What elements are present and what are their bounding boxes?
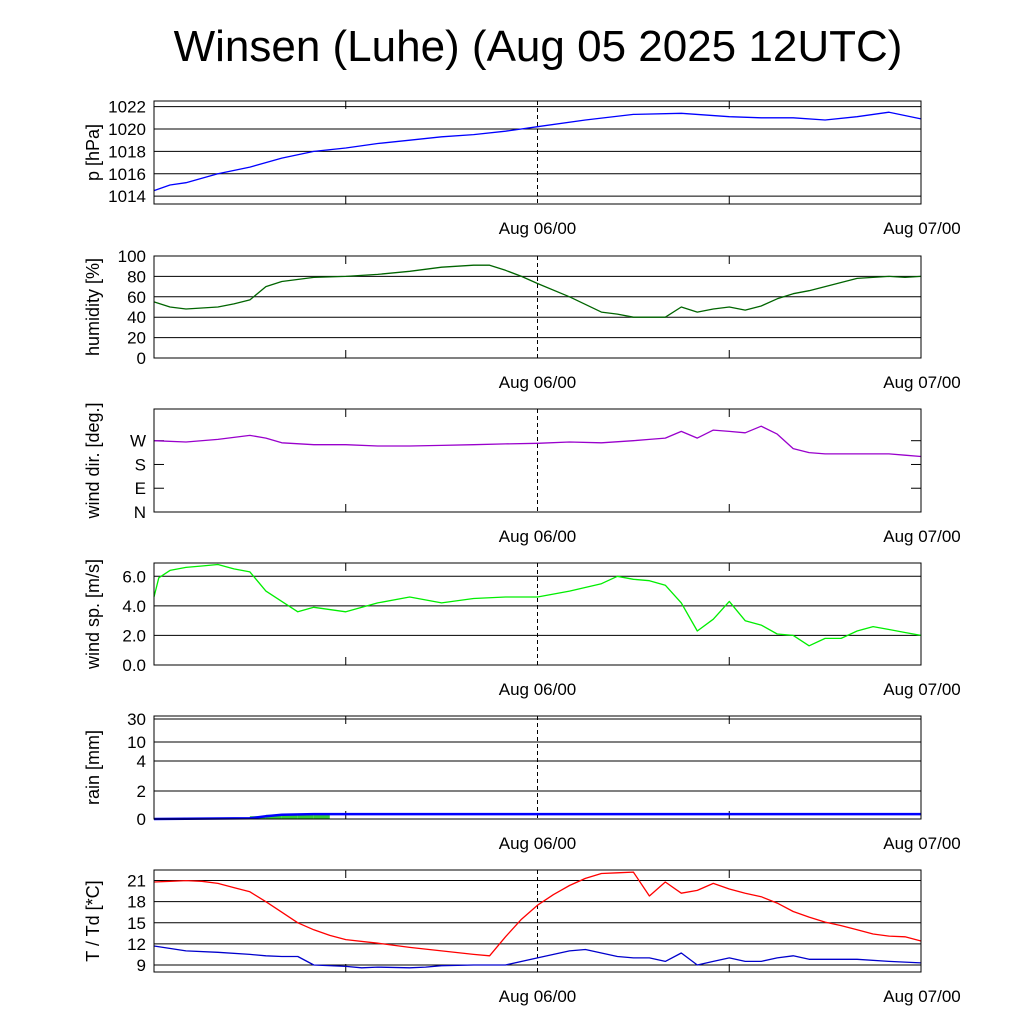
x-tick-label: Aug 07/00 <box>883 834 961 853</box>
y-tick-label: 100 <box>118 247 146 266</box>
series-line-1 <box>153 264 922 318</box>
x-tick-label: Aug 07/00 <box>883 527 961 546</box>
y-tick-label: 2 <box>137 782 146 801</box>
x-tick-label: Aug 07/00 <box>883 373 961 392</box>
x-tick-label: Aug 06/00 <box>499 680 577 699</box>
y-tick-label: N <box>134 503 146 522</box>
y-tick-label: 80 <box>127 267 146 286</box>
y-tick-label: 0.0 <box>122 656 146 675</box>
y-tick-label: 60 <box>127 288 146 307</box>
x-tick-label: Aug 07/00 <box>883 680 961 699</box>
y-axis-label: p [hPa] <box>83 124 103 181</box>
x-tick-label: Aug 07/00 <box>883 219 961 238</box>
y-tick-label: 1016 <box>108 165 146 184</box>
series-line-1 <box>153 425 922 458</box>
y-tick-label: 4.0 <box>122 597 146 616</box>
series-line-1 <box>153 871 922 957</box>
x-tick-label: Aug 06/00 <box>499 987 577 1006</box>
y-tick-label: 1018 <box>108 142 146 161</box>
chart-title: Winsen (Luhe) (Aug 05 2025 12UTC) <box>173 22 903 71</box>
series-line-1 <box>153 111 922 192</box>
plot-frame <box>153 869 922 973</box>
x-tick-label: Aug 07/00 <box>883 987 961 1006</box>
y-tick-label: 12 <box>127 935 146 954</box>
y-axis-label: rain [mm] <box>83 730 103 805</box>
y-tick-label: S <box>135 455 146 474</box>
y-tick-label: E <box>135 479 146 498</box>
y-axis-label: T / Td [*C] <box>83 880 103 961</box>
panel-1: 1014 1016 1018 1020 1022 p [hPa] Aug 06/00 Aug … <box>83 98 961 238</box>
x-tick-label: Aug 06/00 <box>499 527 577 546</box>
y-tick-label: 2.0 <box>122 626 146 645</box>
y-tick-label: 30 <box>127 710 146 729</box>
panel-4: 0.0 2.0 4.0 6.0 wind sp. [m/s] Aug 06/00 Aug 0… <box>83 559 961 699</box>
rain-bar <box>313 814 330 819</box>
y-tick-label: 6.0 <box>122 567 146 586</box>
y-axis-label: humidity [%] <box>83 258 103 356</box>
y-tick-label: 21 <box>127 872 146 891</box>
plot-frame <box>153 408 922 513</box>
x-tick-label: Aug 06/00 <box>499 373 577 392</box>
y-tick-label: 40 <box>127 308 146 327</box>
panel-6: 9 12 15 18 21 T / Td [*C] Aug 06/00 Aug 07/00 <box>83 869 961 1006</box>
rain-bar <box>265 814 282 819</box>
y-tick-label: 18 <box>127 893 146 912</box>
plot-frame <box>153 562 922 666</box>
y-tick-label: 10 <box>127 733 146 752</box>
series-line-2 <box>153 945 922 969</box>
plot-frame <box>153 715 922 820</box>
plot-frame <box>153 100 922 205</box>
rain-bar <box>297 814 314 819</box>
y-tick-label: 15 <box>127 914 146 933</box>
y-tick-label: 1014 <box>108 187 146 206</box>
series-line-2 <box>153 812 921 821</box>
y-axis-label: wind sp. [m/s] <box>83 559 103 670</box>
rain-bar <box>281 814 298 819</box>
y-tick-label: W <box>130 432 146 451</box>
panel-5: 0 2 410 30 rain [mm] Aug 06/00 Aug 07/00 <box>83 710 961 853</box>
x-tick-label: Aug 06/00 <box>499 219 577 238</box>
y-tick-label: 20 <box>127 329 146 348</box>
y-tick-label: 1020 <box>108 120 146 139</box>
x-tick-label: Aug 06/00 <box>499 834 577 853</box>
y-tick-label: 0 <box>137 349 146 368</box>
series-line-1 <box>153 563 922 647</box>
plot-frame <box>153 255 922 359</box>
y-tick-label: 4 <box>137 752 146 771</box>
y-tick-label: 1022 <box>108 98 146 117</box>
y-axis-label: wind dir. [deg.] <box>83 402 103 519</box>
y-tick-label: 0 <box>137 810 146 829</box>
y-tick-label: 9 <box>137 956 146 975</box>
